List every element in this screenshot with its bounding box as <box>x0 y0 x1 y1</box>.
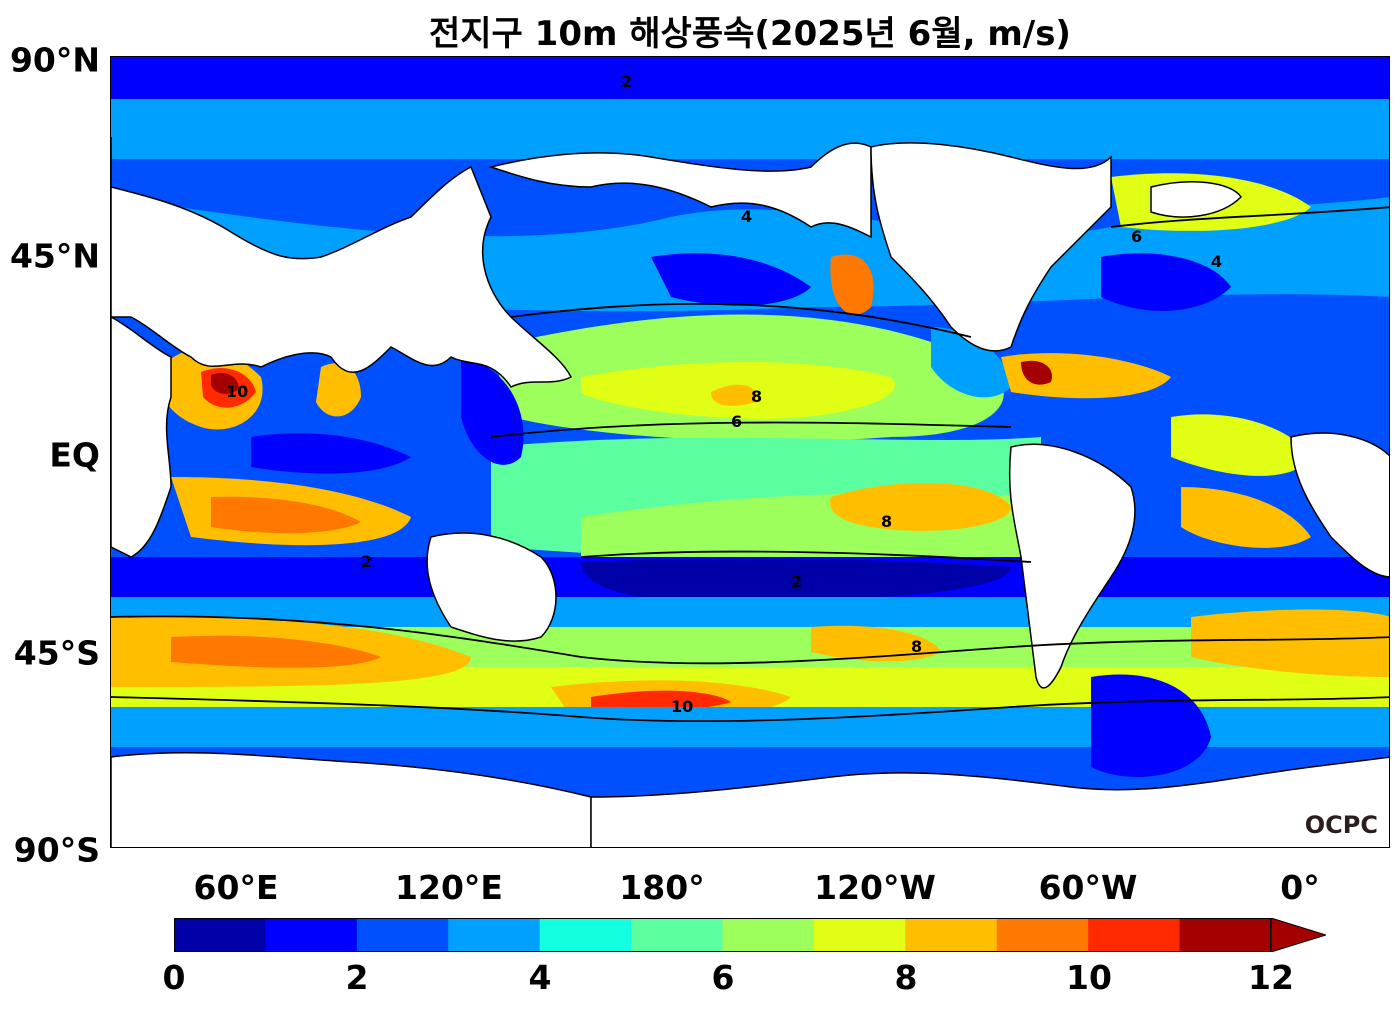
lat-label-90s: 90°S <box>13 830 100 870</box>
colorbar-swatch <box>813 918 906 952</box>
africa-east-landmass <box>111 316 172 558</box>
bay-of-bengal-max <box>316 363 361 417</box>
lon-label-120e: 120°E <box>395 868 503 907</box>
lon-label-0: 0° <box>1280 868 1320 907</box>
indian-equatorial-calm <box>251 433 411 474</box>
lat-label-90n: 90°N <box>9 40 100 80</box>
colorbar-tick-label: 2 <box>345 958 369 997</box>
south-atlantic-westerly-max <box>1191 609 1389 677</box>
central-south-pacific-max <box>811 625 941 662</box>
contour-line <box>111 615 1389 665</box>
colorbar-extend-arrow <box>1270 918 1326 952</box>
contour-label: 10 <box>671 697 693 716</box>
colorbar-swatch <box>905 918 998 952</box>
colorbar-swatch <box>996 918 1089 952</box>
contour-label: 8 <box>751 387 762 406</box>
contour-label: 2 <box>361 552 372 571</box>
contour-label: 8 <box>881 512 892 531</box>
contour-labels: 2 4 6 8 10 10 8 6 2 4 8 2 <box>226 72 1222 716</box>
contour-label: 10 <box>226 382 248 401</box>
lat-label-45n: 45°N <box>9 236 100 276</box>
arctic-band <box>111 57 1389 99</box>
colorbar-swatch <box>722 918 815 952</box>
map-canvas: 2 4 6 8 10 10 8 6 2 4 8 2 <box>111 57 1389 847</box>
colorbar-swatch <box>356 918 449 952</box>
antarctica-west-landmass <box>111 751 592 847</box>
contour-lines <box>111 206 1389 723</box>
maritime-continent-calm <box>461 357 524 465</box>
colorbar-tick-label: 4 <box>528 958 552 997</box>
colorbar-tick-label: 6 <box>711 958 735 997</box>
arctic-ocean-band <box>111 99 1389 159</box>
south-indian-trade-core <box>211 496 361 534</box>
contour-line <box>111 696 1389 723</box>
contour-label: 6 <box>731 412 742 431</box>
colorbar-swatch <box>539 918 632 952</box>
south-america-landmass <box>1008 443 1136 689</box>
colorbar-swatch <box>265 918 358 952</box>
colorbar-swatch <box>1088 918 1181 952</box>
lat-label-eq: EQ <box>49 435 100 475</box>
contour-label: 8 <box>911 637 922 656</box>
colorbar-tick-label: 12 <box>1248 958 1294 997</box>
lon-label-180: 180° <box>619 868 705 907</box>
lon-label-120w: 120°W <box>814 868 936 907</box>
california-coast-jet <box>830 254 874 315</box>
siberia-landmass <box>488 142 872 239</box>
contour-line <box>510 302 972 338</box>
caribbean-low-level-jet <box>1021 360 1052 385</box>
contour-label: 2 <box>621 72 632 91</box>
lon-label-60e: 60°E <box>193 868 279 907</box>
antarctica-east-landmass <box>590 756 1389 847</box>
colorbar-swatch <box>631 918 723 952</box>
colorbar <box>174 918 1326 952</box>
colorbar-swatch <box>174 918 266 952</box>
pacific-high-core <box>711 384 757 406</box>
colorbar-tick-label: 0 <box>162 958 186 997</box>
contour-label: 4 <box>741 207 752 226</box>
central-america-pacific <box>931 327 1011 398</box>
contour-line <box>1110 206 1389 228</box>
contour-line <box>490 421 1012 438</box>
contour-label: 2 <box>791 572 802 591</box>
atlantic-equatorial-max <box>1171 414 1311 476</box>
south-pacific-westerly-core <box>591 690 731 711</box>
south-pacific-trade-max <box>830 483 1011 531</box>
ocpc-logo: OCPC <box>1304 811 1378 839</box>
colorbar-tick-label: 8 <box>894 958 918 997</box>
azores-high-calm <box>1101 253 1231 311</box>
south-atlantic-trade-max <box>1181 487 1311 548</box>
wind-speed-map: 2 4 6 8 10 10 8 6 2 4 8 2 <box>110 56 1390 848</box>
greenland-landmass <box>1150 181 1242 218</box>
land-masses <box>111 137 1389 847</box>
lon-label-60w: 60°W <box>1038 868 1138 907</box>
australia-landmass <box>426 532 557 642</box>
colorbar-swatch <box>448 918 541 952</box>
map-title: 전지구 10m 해상풍속(2025년 6월, m/s) <box>429 14 1071 54</box>
north-america-landmass <box>870 142 1112 352</box>
indian-ocean-westerly-core <box>171 635 381 668</box>
south-pacific-calm-zone <box>581 558 1011 602</box>
somali-jet-peak <box>211 372 239 394</box>
eurasia-landmass <box>111 137 573 388</box>
contour-label: 4 <box>1211 252 1222 271</box>
africa-west-landmass <box>1290 432 1389 578</box>
north-pacific-calm <box>651 253 811 306</box>
contour-label: 6 <box>1131 227 1142 246</box>
colorbar-swatch <box>1179 918 1272 952</box>
lat-label-45s: 45°S <box>13 633 100 673</box>
contour-line <box>580 550 1032 563</box>
colorbar-tick-label: 10 <box>1066 958 1112 997</box>
